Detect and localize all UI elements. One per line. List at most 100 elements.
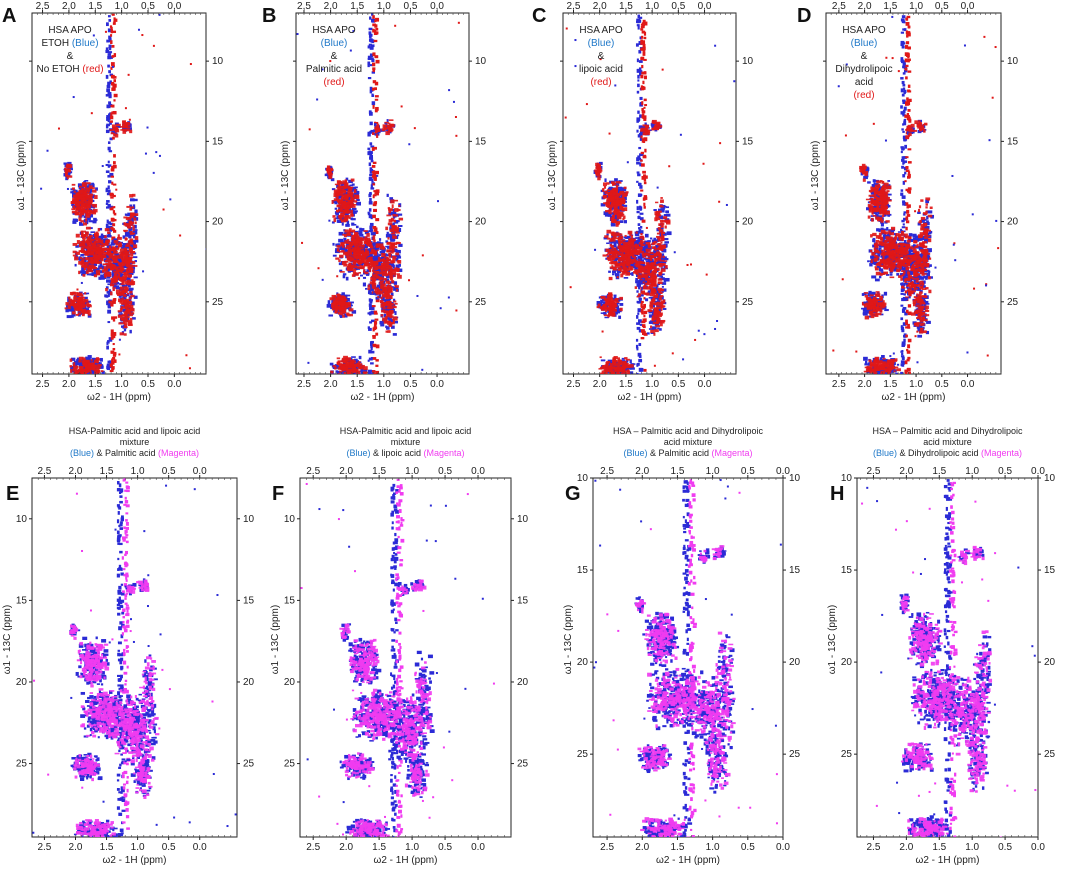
x-bottom-tick-label: 1.0 — [909, 379, 923, 390]
legend-text: Dihydrolipoic — [835, 64, 892, 75]
title-line: (Blue) & Palmitic acid (Magenta) — [70, 448, 199, 458]
x-bottom-tick-label: 0.5 — [403, 379, 417, 390]
panel-label: A — [2, 5, 16, 27]
legend-text: & — [598, 51, 605, 62]
legend-text: (red) — [853, 90, 874, 101]
x-top-tick-label: 1,5 — [350, 1, 364, 12]
legend-line: (Blue) — [851, 38, 878, 49]
x-bottom-tick-label: 2.5 — [832, 379, 846, 390]
legend-line: acid — [855, 77, 873, 88]
y-axis-label: ω1 - 13C (ppm) — [16, 141, 27, 211]
x-top-tick-label: 1.5 — [670, 466, 684, 477]
y-right-tick-label: 15 — [742, 136, 754, 147]
legend-line: HSA APO — [842, 25, 886, 36]
legend-line: No ETOH (red) — [36, 64, 103, 75]
y-axis-label: ω1 - 13C (ppm) — [2, 605, 13, 675]
x-bottom-tick-label: 1.5 — [883, 379, 897, 390]
legend-text: & — [67, 51, 74, 62]
x-top-tick-label: 1,0 — [377, 1, 391, 12]
x-top-tick-label: 0.0 — [193, 466, 207, 477]
x-top-tick-label: 1,0 — [115, 1, 129, 12]
y-right-tick-label: 20 — [212, 217, 224, 228]
x-top-tick-label: 2,0 — [858, 1, 872, 12]
x-bottom-tick-label: 0.0 — [698, 379, 712, 390]
panel-c: 2,5 2.5 2,0 2.0 1,5 1.5 1,0 1.0 0,5 0.5 0,0 0.0 10 15… — [532, 1, 754, 403]
y-right-tick-label: 20 — [1007, 217, 1019, 228]
panel-title: HSA – Palmitic acid and Dihydrolipoicaci… — [872, 426, 1023, 458]
x-bottom-tick-label: 0.0 — [430, 379, 444, 390]
x-bottom-tick-label: 0.5 — [741, 842, 755, 853]
panel-label: B — [262, 5, 276, 27]
x-bottom-tick-label: 2.5 — [297, 379, 311, 390]
x-top-tick-label: 2.5 — [37, 466, 51, 477]
y-right-tick-label: 15 — [1007, 136, 1019, 147]
x-axis-label: ω2 - 1H (ppm) — [103, 855, 167, 866]
series-dihydrolipoic-acid-peaks — [837, 35, 1000, 374]
plot-frame — [299, 477, 512, 838]
title-line: HSA – Palmitic acid and Dihydrolipoic — [872, 426, 1023, 436]
x-axis-label: ω2 - 1H (ppm) — [882, 392, 946, 403]
y-right-tick-label: 20 — [517, 677, 529, 688]
x-top-tick-label: 0,5 — [935, 1, 949, 12]
x-top-tick-label: 2.0 — [339, 466, 353, 477]
legend-line: HSA APO — [48, 25, 92, 36]
title-part: (Magenta) — [981, 448, 1022, 458]
y-right-tick-label: 20 — [1044, 657, 1056, 668]
x-top-tick-label: 0.5 — [998, 466, 1012, 477]
panel-f: 2.5 2.5 2.0 2.0 1.5 1.5 1.0 1.0 0.5 0.5 0.0 0.0 10 10… — [270, 426, 529, 866]
y-right-tick-label: 10 — [517, 514, 529, 525]
x-top-tick-label: 1.5 — [932, 466, 946, 477]
panel-g: 2.52.52.02.01.51.51.01.00.50.50.00.01010… — [563, 426, 801, 866]
x-top-tick-label: 1,5 — [883, 1, 897, 12]
y-right-tick-label: 25 — [789, 749, 801, 760]
x-top-tick-label: 0,0 — [698, 1, 712, 12]
x-top-tick-label: 0,0 — [167, 1, 181, 12]
x-bottom-tick-label: 2.0 — [324, 379, 338, 390]
x-top-tick-label: 0.0 — [1031, 466, 1045, 477]
x-bottom-tick-label: 0.0 — [961, 379, 975, 390]
y-right-tick-label: 15 — [243, 595, 255, 606]
legend-color-tag: (Blue) — [72, 38, 99, 49]
title-line: mixture — [120, 437, 150, 447]
legend-line: (red) — [853, 90, 874, 101]
series-lipoic-acid-ridge — [640, 19, 648, 372]
y-right-tick-label: 20 — [789, 657, 801, 668]
legend-line: Palmitic acid — [306, 64, 362, 75]
x-bottom-tick-label: 1.5 — [670, 842, 684, 853]
x-top-tick-label: 0.5 — [162, 466, 176, 477]
panel-label: E — [6, 483, 19, 505]
title-line: (Blue) & Palmitic acid (Magenta) — [623, 448, 752, 458]
title-part: (Blue) — [623, 448, 647, 458]
y-left-tick-label: 10 — [841, 473, 853, 484]
legend-text: No ETOH — [36, 64, 82, 75]
legend-line: HSA APO — [579, 25, 623, 36]
legend-line: lipoic acid — [579, 64, 623, 75]
legend: HSA APO ETOH (Blue) & No ETOH (red) — [36, 25, 103, 75]
legend-text: lipoic acid — [579, 64, 623, 75]
title-line: HSA – Palmitic acid and Dihydrolipoic — [613, 426, 764, 436]
panel-label: G — [565, 483, 581, 505]
title-line: (Blue) & lipoic acid (Magenta) — [346, 448, 464, 458]
x-top-tick-label: 1.0 — [706, 466, 720, 477]
y-right-tick-label: 25 — [1007, 297, 1019, 308]
y-left-tick-label: 10 — [16, 514, 28, 525]
x-bottom-tick-label: 1.5 — [88, 379, 102, 390]
x-top-tick-label: 1.0 — [405, 466, 419, 477]
x-bottom-tick-label: 2.5 — [567, 379, 581, 390]
x-bottom-tick-label: 0.5 — [141, 379, 155, 390]
x-bottom-tick-label: 1.5 — [932, 842, 946, 853]
x-bottom-tick-label: 2.0 — [899, 842, 913, 853]
y-left-tick-label: 25 — [577, 749, 589, 760]
x-top-tick-label: 2.5 — [867, 466, 881, 477]
series-lipoic-acid-peaks — [574, 39, 736, 374]
y-right-tick-label: 25 — [742, 297, 754, 308]
x-top-tick-label: 1,0 — [909, 1, 923, 12]
title-part: (Magenta) — [712, 448, 753, 458]
x-top-tick-label: 2,5 — [297, 1, 311, 12]
x-bottom-tick-label: 1.5 — [619, 379, 633, 390]
y-right-tick-label: 10 — [475, 56, 487, 67]
legend: HSA APO (Blue) & Dihydrolipoic acid (red) — [835, 25, 892, 101]
legend-text: (red) — [323, 77, 344, 88]
x-bottom-tick-label: 0.0 — [1031, 842, 1045, 853]
title-part: (Blue) — [873, 448, 897, 458]
